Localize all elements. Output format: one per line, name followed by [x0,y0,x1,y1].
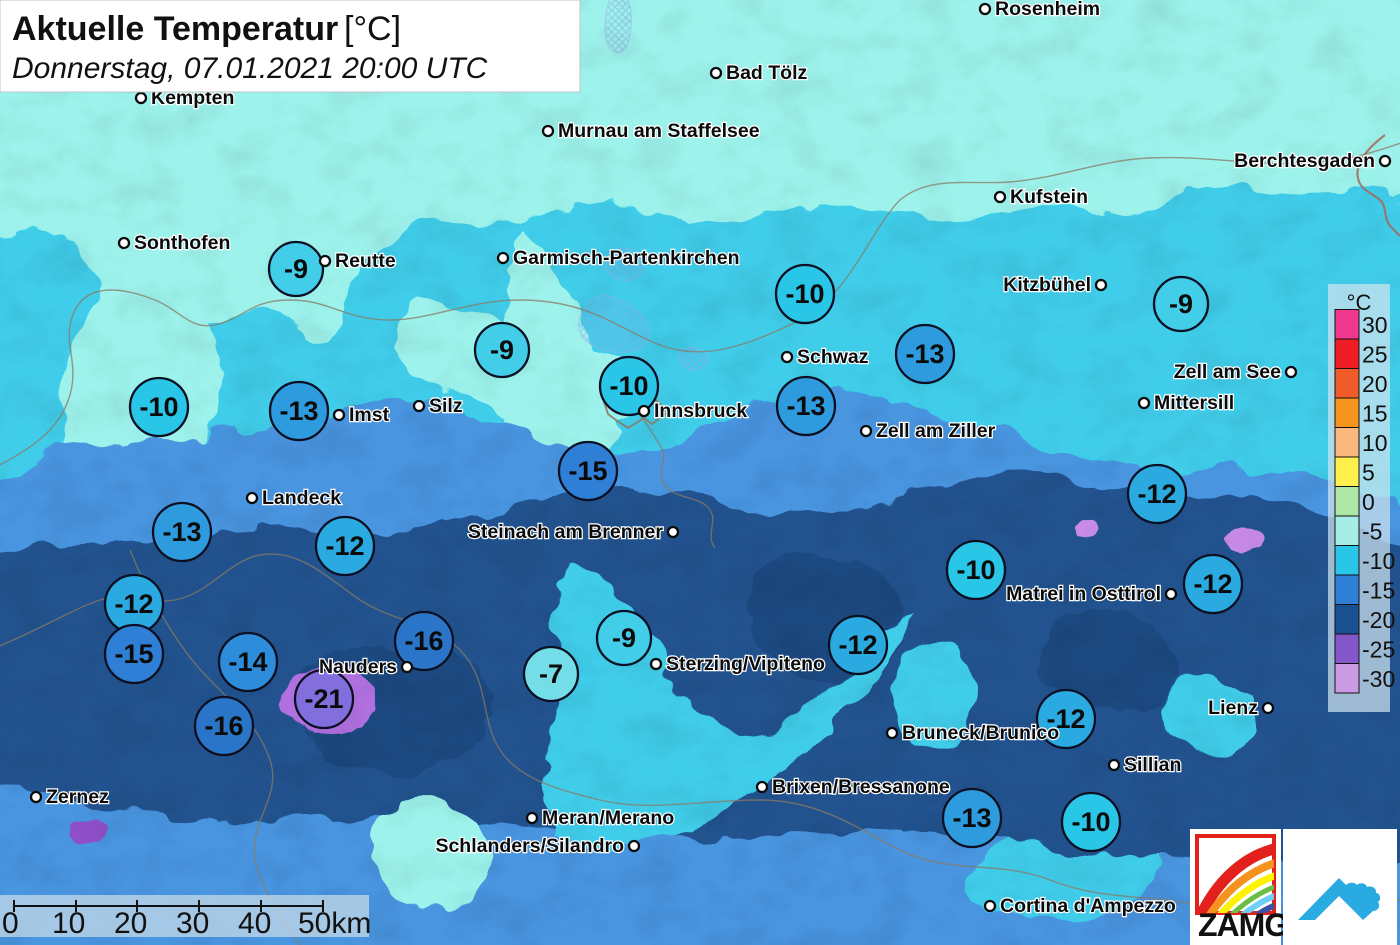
svg-text:-12: -12 [1137,479,1176,509]
svg-text:Kitzbühel: Kitzbühel [1003,274,1091,296]
svg-text:25: 25 [1362,342,1388,368]
svg-text:-5: -5 [1362,519,1382,545]
svg-text:-13: -13 [786,391,825,421]
svg-text:-21: -21 [304,684,343,714]
svg-text:Matrei in Osttirol: Matrei in Osttirol [1006,583,1161,605]
svg-text:-16: -16 [204,711,243,741]
svg-text:Landeck: Landeck [262,487,341,509]
svg-text:Murnau am Staffelsee: Murnau am Staffelsee [558,120,760,142]
svg-text:Silz: Silz [429,395,463,417]
svg-text:Nauders: Nauders [319,656,397,678]
svg-text:30: 30 [1362,312,1388,338]
svg-text:-10: -10 [1071,807,1110,837]
svg-text:Reutte: Reutte [335,250,396,272]
svg-text:20: 20 [1362,371,1388,397]
svg-text:-15: -15 [1362,578,1395,604]
svg-text:Aktuelle Temperatur: Aktuelle Temperatur [12,10,338,48]
svg-text:10: 10 [52,907,85,940]
svg-text:Sonthofen: Sonthofen [134,232,230,254]
svg-text:Lienz: Lienz [1208,697,1258,719]
svg-text:-10: -10 [139,392,178,422]
svg-text:Brixen/Bressanone: Brixen/Bressanone [772,776,950,798]
svg-text:-13: -13 [905,339,944,369]
svg-text:Cortina d'Ampezzo: Cortina d'Ampezzo [1000,895,1176,917]
svg-text:Imst: Imst [349,404,390,426]
svg-text:-10: -10 [956,555,995,585]
svg-text:Sillian: Sillian [1124,754,1181,776]
svg-text:-25: -25 [1362,637,1395,663]
svg-text:Schlanders/Silandro: Schlanders/Silandro [435,835,624,857]
svg-text:Kufstein: Kufstein [1010,186,1088,208]
svg-text:-9: -9 [284,254,308,284]
svg-text:-30: -30 [1362,666,1395,692]
svg-text:Berchtesgaden: Berchtesgaden [1234,150,1375,172]
svg-text:-13: -13 [279,396,318,426]
svg-text:Garmisch-Partenkirchen: Garmisch-Partenkirchen [513,247,740,269]
svg-text:-16: -16 [404,626,443,656]
svg-text:ZAMG: ZAMG [1198,907,1288,943]
svg-text:0: 0 [2,907,19,940]
svg-text:-15: -15 [114,639,153,669]
svg-text:-12: -12 [325,531,364,561]
svg-text:Zell am See: Zell am See [1174,361,1281,383]
svg-text:-20: -20 [1362,607,1395,633]
svg-text:Bad Tölz: Bad Tölz [726,62,807,84]
svg-text:Zell am Ziller: Zell am Ziller [876,420,996,442]
svg-text:30: 30 [176,907,209,940]
svg-text:15: 15 [1362,401,1388,427]
svg-text:Steinach am Brenner: Steinach am Brenner [468,521,663,543]
svg-text:-12: -12 [1193,569,1232,599]
svg-text:Meran/Merano: Meran/Merano [542,807,674,829]
svg-text:Innsbruck: Innsbruck [654,400,747,422]
svg-text:0: 0 [1362,489,1375,515]
svg-text:-9: -9 [612,623,636,653]
svg-text:Schwaz: Schwaz [797,346,869,368]
svg-text:Rosenheim: Rosenheim [995,0,1100,20]
svg-text:5: 5 [1362,460,1375,486]
svg-text:-15: -15 [568,456,607,486]
svg-text:-10: -10 [609,371,648,401]
svg-text:Sterzing/Vipiteno: Sterzing/Vipiteno [666,653,825,675]
svg-text:-13: -13 [952,803,991,833]
svg-text:Donnerstag, 07.01.2021 20:00 U: Donnerstag, 07.01.2021 20:00 UTC [12,52,488,85]
svg-text:Mittersill: Mittersill [1154,392,1234,414]
svg-text:-10: -10 [1362,548,1395,574]
svg-text:-10: -10 [785,279,824,309]
svg-text:-12: -12 [114,589,153,619]
svg-text:40: 40 [238,907,271,940]
svg-text:20: 20 [114,907,147,940]
svg-text:-7: -7 [539,659,563,689]
svg-text:-9: -9 [490,335,514,365]
svg-text:10: 10 [1362,430,1388,456]
svg-text:Bruneck/Brunico: Bruneck/Brunico [902,722,1059,744]
svg-text:-12: -12 [838,630,877,660]
svg-text:[°C]: [°C] [344,10,401,48]
svg-text:-13: -13 [162,517,201,547]
svg-text:-9: -9 [1169,289,1193,319]
svg-text:-14: -14 [228,647,267,677]
svg-text:Zernez: Zernez [46,786,109,808]
svg-text:50km: 50km [298,907,371,940]
